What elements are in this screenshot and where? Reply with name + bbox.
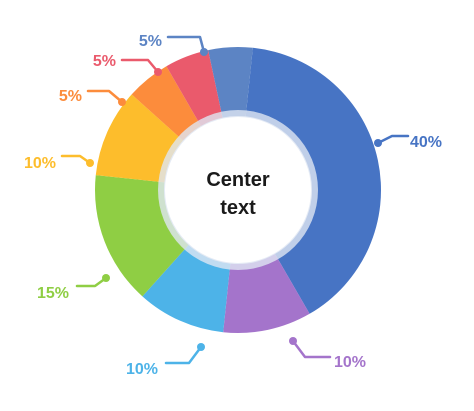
callout-dot-1	[289, 337, 297, 345]
callout-line-0	[376, 134, 410, 145]
callout-line-2	[164, 345, 203, 365]
slice-label-2: 10%	[126, 361, 158, 378]
callout-line-4	[60, 154, 92, 165]
slice-1	[223, 254, 310, 333]
callout-dot-0	[374, 139, 382, 147]
slice-5	[131, 66, 201, 141]
slice-2	[142, 245, 231, 333]
slice-label-5: 5%	[59, 88, 82, 105]
center-text-line-1: Center	[206, 169, 270, 191]
center-hole	[165, 117, 311, 263]
callout-dot-3	[102, 274, 110, 282]
slice-6	[166, 50, 223, 126]
slice-label-3: 15%	[37, 285, 69, 302]
slice-label-1: 10%	[334, 354, 366, 371]
slice-label-7: 5%	[139, 33, 162, 50]
slice-4	[95, 94, 183, 183]
callout-line-1	[291, 339, 332, 359]
callout-dot-6	[154, 68, 162, 76]
slice-label-6: 5%	[93, 53, 116, 70]
slice-label-0: 40%	[410, 134, 442, 151]
callout-line-5	[86, 89, 124, 104]
callout-dot-7	[200, 48, 208, 56]
callouts-group: 40% 10% 10% 15% 10% 5% 5% 5%	[24, 33, 442, 378]
center-text-line-2: text	[220, 197, 256, 219]
slice-7	[208, 47, 253, 118]
callout-line-6	[120, 58, 160, 74]
callout-dot-5	[118, 98, 126, 106]
callout-line-3	[75, 276, 108, 288]
slice-label-4: 10%	[24, 155, 56, 172]
callout-dot-4	[86, 159, 94, 167]
callout-dot-2	[197, 343, 205, 351]
callout-line-7	[166, 35, 206, 54]
